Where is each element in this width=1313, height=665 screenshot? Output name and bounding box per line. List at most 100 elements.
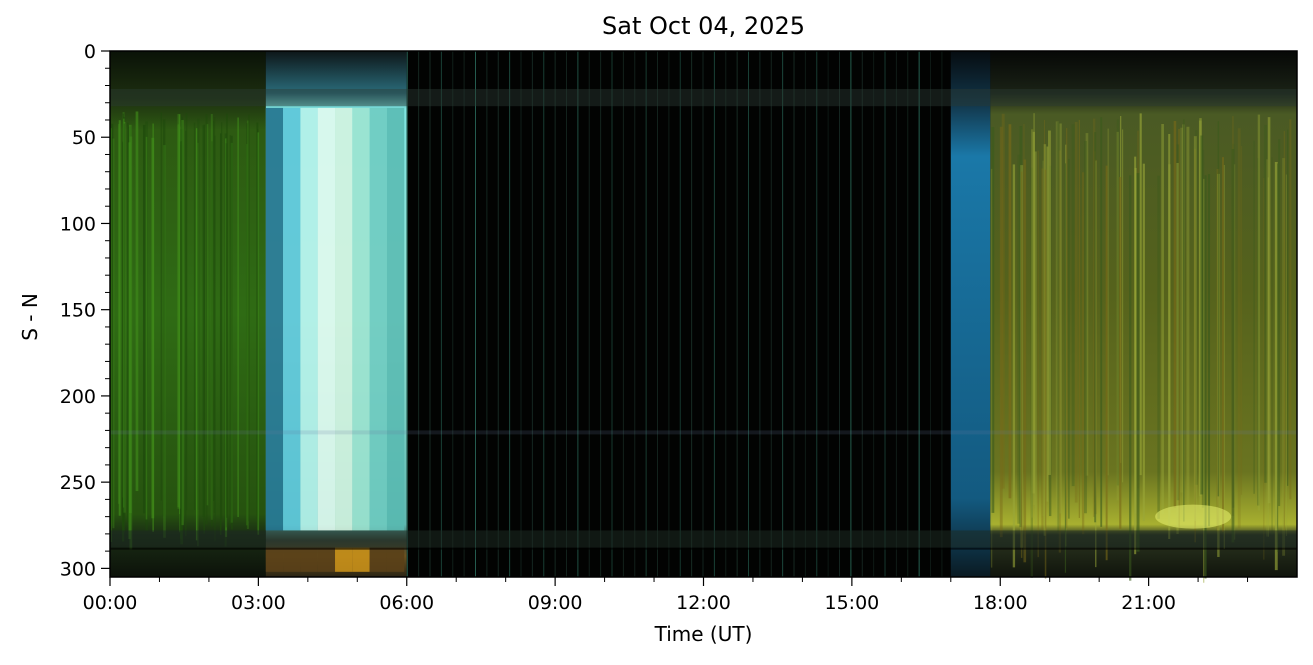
streak <box>1278 139 1281 507</box>
streak <box>1030 167 1034 578</box>
twilight-band <box>265 107 284 531</box>
streak <box>142 124 146 514</box>
streak <box>197 118 200 510</box>
streak <box>991 127 995 513</box>
streak <box>1008 124 1012 499</box>
twilight-band-bottom <box>317 547 336 572</box>
streak <box>213 121 215 501</box>
streak <box>219 133 222 535</box>
streak <box>1178 128 1181 528</box>
streak <box>195 128 198 541</box>
x-tick-label: 12:00 <box>676 592 731 614</box>
streak <box>990 168 993 568</box>
streak <box>1057 121 1060 532</box>
segment-twilight-blue-dusk <box>950 51 991 577</box>
streak <box>1201 149 1205 508</box>
streak <box>1034 151 1037 525</box>
chart-title: Sat Oct 04, 2025 <box>602 12 805 40</box>
streak <box>213 117 216 513</box>
streak <box>1139 113 1142 476</box>
daylight-frame <box>861 51 863 577</box>
daylight-frame <box>736 51 738 577</box>
streak <box>1071 124 1075 487</box>
streak <box>1094 132 1097 523</box>
streak <box>1231 149 1235 543</box>
daylight-frame <box>531 51 533 577</box>
daylight-frame <box>748 51 750 577</box>
x-tick-label: 06:00 <box>379 592 434 614</box>
daylight-frame <box>827 51 829 577</box>
segment-aurora-green-early <box>110 51 266 577</box>
streak <box>1105 165 1108 561</box>
streak <box>1198 120 1202 497</box>
streak <box>185 130 187 537</box>
twilight-band <box>283 107 301 531</box>
streak <box>1257 114 1261 511</box>
streak <box>245 144 248 526</box>
daylight-frame <box>622 51 624 577</box>
daylight-frame <box>634 51 636 577</box>
streak <box>1122 129 1124 483</box>
streak <box>152 123 154 532</box>
daylight-frame <box>930 51 932 577</box>
streak <box>193 122 196 511</box>
streak <box>1033 113 1035 505</box>
streak <box>206 124 209 506</box>
streak <box>1203 178 1205 583</box>
twilight-band <box>386 107 405 531</box>
y-tick-label: 200 <box>60 386 96 408</box>
streak <box>1136 173 1140 552</box>
streak <box>1085 133 1089 476</box>
streak <box>110 128 112 542</box>
streak <box>1012 164 1016 568</box>
streak <box>203 124 205 534</box>
daylight-frame <box>839 51 841 577</box>
daylight-frame <box>895 51 897 577</box>
daylight-frame <box>782 51 784 577</box>
streak <box>177 113 181 509</box>
twilight-band-bottom <box>386 547 405 572</box>
streak <box>1046 146 1049 502</box>
streak <box>1001 113 1005 489</box>
twilight-band <box>352 107 370 531</box>
x-tick-label: 09:00 <box>528 592 583 614</box>
streak <box>1271 157 1273 535</box>
daylight-frame <box>611 51 613 577</box>
daylight-frame <box>486 51 488 577</box>
x-tick-label: 18:00 <box>973 592 1028 614</box>
horizontal-band <box>110 547 1297 550</box>
twilight-band-bottom <box>300 547 318 572</box>
streak <box>1176 144 1180 501</box>
streak <box>1020 165 1024 548</box>
streak <box>1041 168 1044 531</box>
streak <box>1263 177 1265 560</box>
streak <box>123 121 126 513</box>
streak <box>1023 123 1025 474</box>
streak <box>1274 161 1278 571</box>
streak <box>999 126 1003 538</box>
streak <box>1078 119 1080 518</box>
streak <box>221 122 223 520</box>
daylight-frame <box>804 51 806 577</box>
streak <box>1223 164 1225 549</box>
daylight-frame <box>691 51 693 577</box>
streak <box>1195 130 1198 485</box>
daylight-frame <box>884 51 886 577</box>
streak <box>1161 123 1164 515</box>
streak <box>1204 175 1207 579</box>
streak <box>1058 150 1061 553</box>
y-tick-label: 100 <box>60 213 96 235</box>
streak <box>1264 124 1268 483</box>
streak <box>1068 158 1070 519</box>
streak <box>1092 118 1096 517</box>
streak <box>181 120 184 526</box>
streak <box>1019 126 1023 528</box>
streak <box>1168 164 1171 518</box>
x-tick-label: 03:00 <box>231 592 286 614</box>
twilight-band <box>300 107 318 531</box>
streak <box>112 138 115 529</box>
streak <box>1116 119 1119 486</box>
daylight-frame <box>418 51 420 577</box>
streak <box>1233 164 1236 540</box>
daylight-frame <box>463 51 465 577</box>
